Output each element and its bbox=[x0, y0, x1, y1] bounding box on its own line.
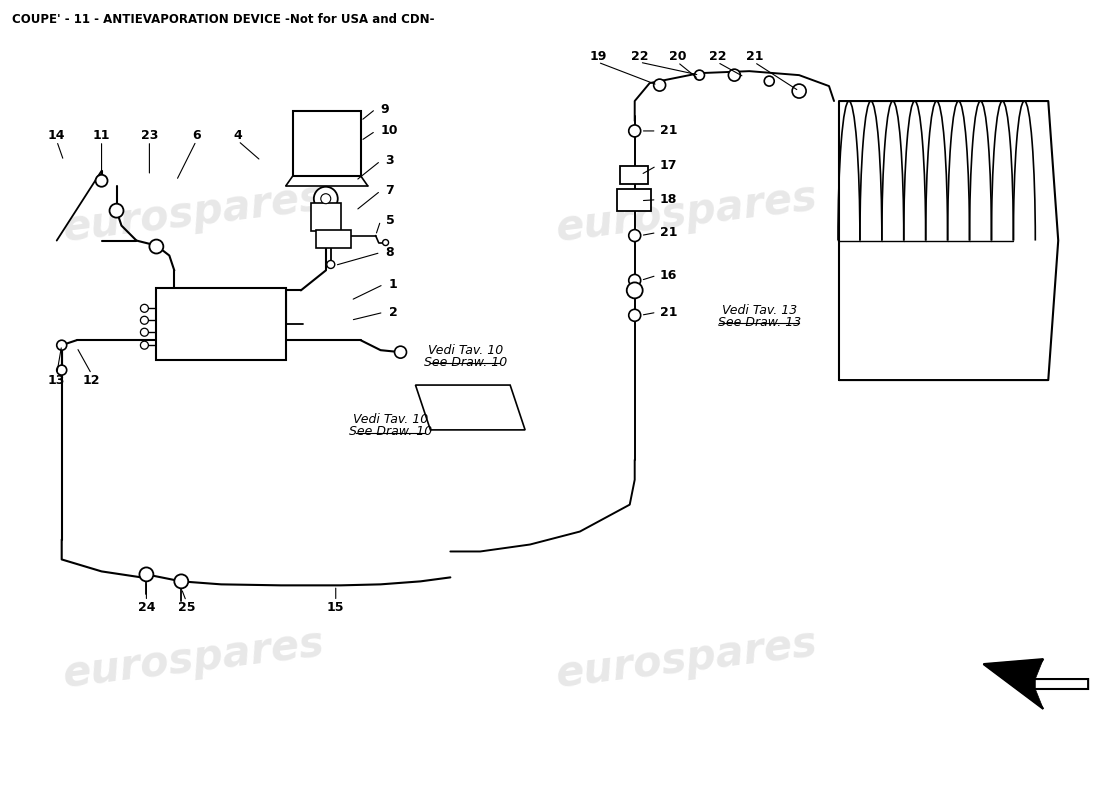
Circle shape bbox=[728, 69, 740, 81]
Bar bbox=[316, 230, 351, 247]
Text: eurospares: eurospares bbox=[554, 622, 821, 696]
Text: eurospares: eurospares bbox=[60, 176, 327, 250]
Text: 11: 11 bbox=[92, 130, 110, 142]
Text: 20: 20 bbox=[669, 50, 686, 62]
Text: 4: 4 bbox=[233, 130, 242, 142]
Text: See Draw. 13: See Draw. 13 bbox=[717, 316, 801, 329]
Text: See Draw. 10: See Draw. 10 bbox=[349, 426, 432, 438]
Text: 5: 5 bbox=[386, 214, 394, 227]
Text: 12: 12 bbox=[82, 374, 100, 386]
Circle shape bbox=[141, 328, 149, 336]
Circle shape bbox=[629, 274, 640, 286]
Text: 17: 17 bbox=[660, 159, 678, 172]
Text: eurospares: eurospares bbox=[554, 176, 821, 250]
Text: 21: 21 bbox=[660, 226, 678, 239]
Text: 19: 19 bbox=[590, 50, 606, 62]
Polygon shape bbox=[983, 659, 1043, 709]
Circle shape bbox=[629, 197, 640, 209]
Text: 22: 22 bbox=[631, 50, 648, 62]
Polygon shape bbox=[983, 659, 1088, 709]
Circle shape bbox=[141, 342, 149, 349]
Circle shape bbox=[694, 70, 704, 80]
Circle shape bbox=[141, 316, 149, 324]
Circle shape bbox=[110, 204, 123, 218]
Bar bbox=[617, 189, 650, 210]
Circle shape bbox=[314, 186, 338, 210]
Text: 21: 21 bbox=[660, 306, 678, 319]
Text: 24: 24 bbox=[138, 601, 155, 614]
Text: 21: 21 bbox=[746, 50, 763, 62]
Text: 14: 14 bbox=[48, 130, 66, 142]
Polygon shape bbox=[416, 385, 525, 430]
Text: 15: 15 bbox=[327, 601, 344, 614]
Text: 9: 9 bbox=[381, 102, 389, 115]
Circle shape bbox=[57, 340, 67, 350]
Circle shape bbox=[629, 170, 640, 182]
Text: 22: 22 bbox=[708, 50, 726, 62]
Text: COUPE' - 11 - ANTIEVAPORATION DEVICE -Not for USA and CDN-: COUPE' - 11 - ANTIEVAPORATION DEVICE -No… bbox=[12, 14, 435, 26]
Text: 18: 18 bbox=[660, 193, 676, 206]
Text: See Draw. 10: See Draw. 10 bbox=[424, 356, 507, 369]
Bar bbox=[293, 111, 361, 176]
Circle shape bbox=[321, 194, 331, 204]
Text: 1: 1 bbox=[388, 278, 397, 291]
Circle shape bbox=[629, 230, 640, 242]
Text: 7: 7 bbox=[386, 184, 394, 198]
Text: 6: 6 bbox=[191, 130, 200, 142]
Text: 16: 16 bbox=[660, 269, 676, 282]
Circle shape bbox=[395, 346, 407, 358]
Circle shape bbox=[383, 239, 388, 246]
Text: Vedi Tav. 10: Vedi Tav. 10 bbox=[353, 414, 428, 426]
Text: Vedi Tav. 13: Vedi Tav. 13 bbox=[722, 304, 796, 317]
Circle shape bbox=[629, 125, 640, 137]
Text: 23: 23 bbox=[141, 130, 158, 142]
Text: 8: 8 bbox=[386, 246, 394, 259]
Circle shape bbox=[764, 76, 774, 86]
Text: Vedi Tav. 10: Vedi Tav. 10 bbox=[428, 344, 503, 357]
Circle shape bbox=[627, 282, 642, 298]
Circle shape bbox=[327, 261, 334, 269]
Text: 3: 3 bbox=[386, 154, 394, 167]
Circle shape bbox=[174, 574, 188, 588]
Circle shape bbox=[629, 310, 640, 322]
Circle shape bbox=[140, 567, 153, 582]
Bar bbox=[156, 288, 286, 360]
Bar bbox=[619, 166, 648, 184]
Circle shape bbox=[792, 84, 806, 98]
Circle shape bbox=[57, 365, 67, 375]
Circle shape bbox=[141, 304, 149, 312]
Circle shape bbox=[150, 239, 163, 254]
Text: 25: 25 bbox=[177, 601, 195, 614]
Text: 13: 13 bbox=[48, 374, 65, 386]
Text: 2: 2 bbox=[388, 306, 397, 319]
Bar bbox=[311, 202, 341, 230]
Circle shape bbox=[96, 174, 108, 186]
Text: 21: 21 bbox=[660, 125, 678, 138]
Text: eurospares: eurospares bbox=[60, 622, 327, 696]
Text: 10: 10 bbox=[381, 125, 398, 138]
Circle shape bbox=[653, 79, 666, 91]
